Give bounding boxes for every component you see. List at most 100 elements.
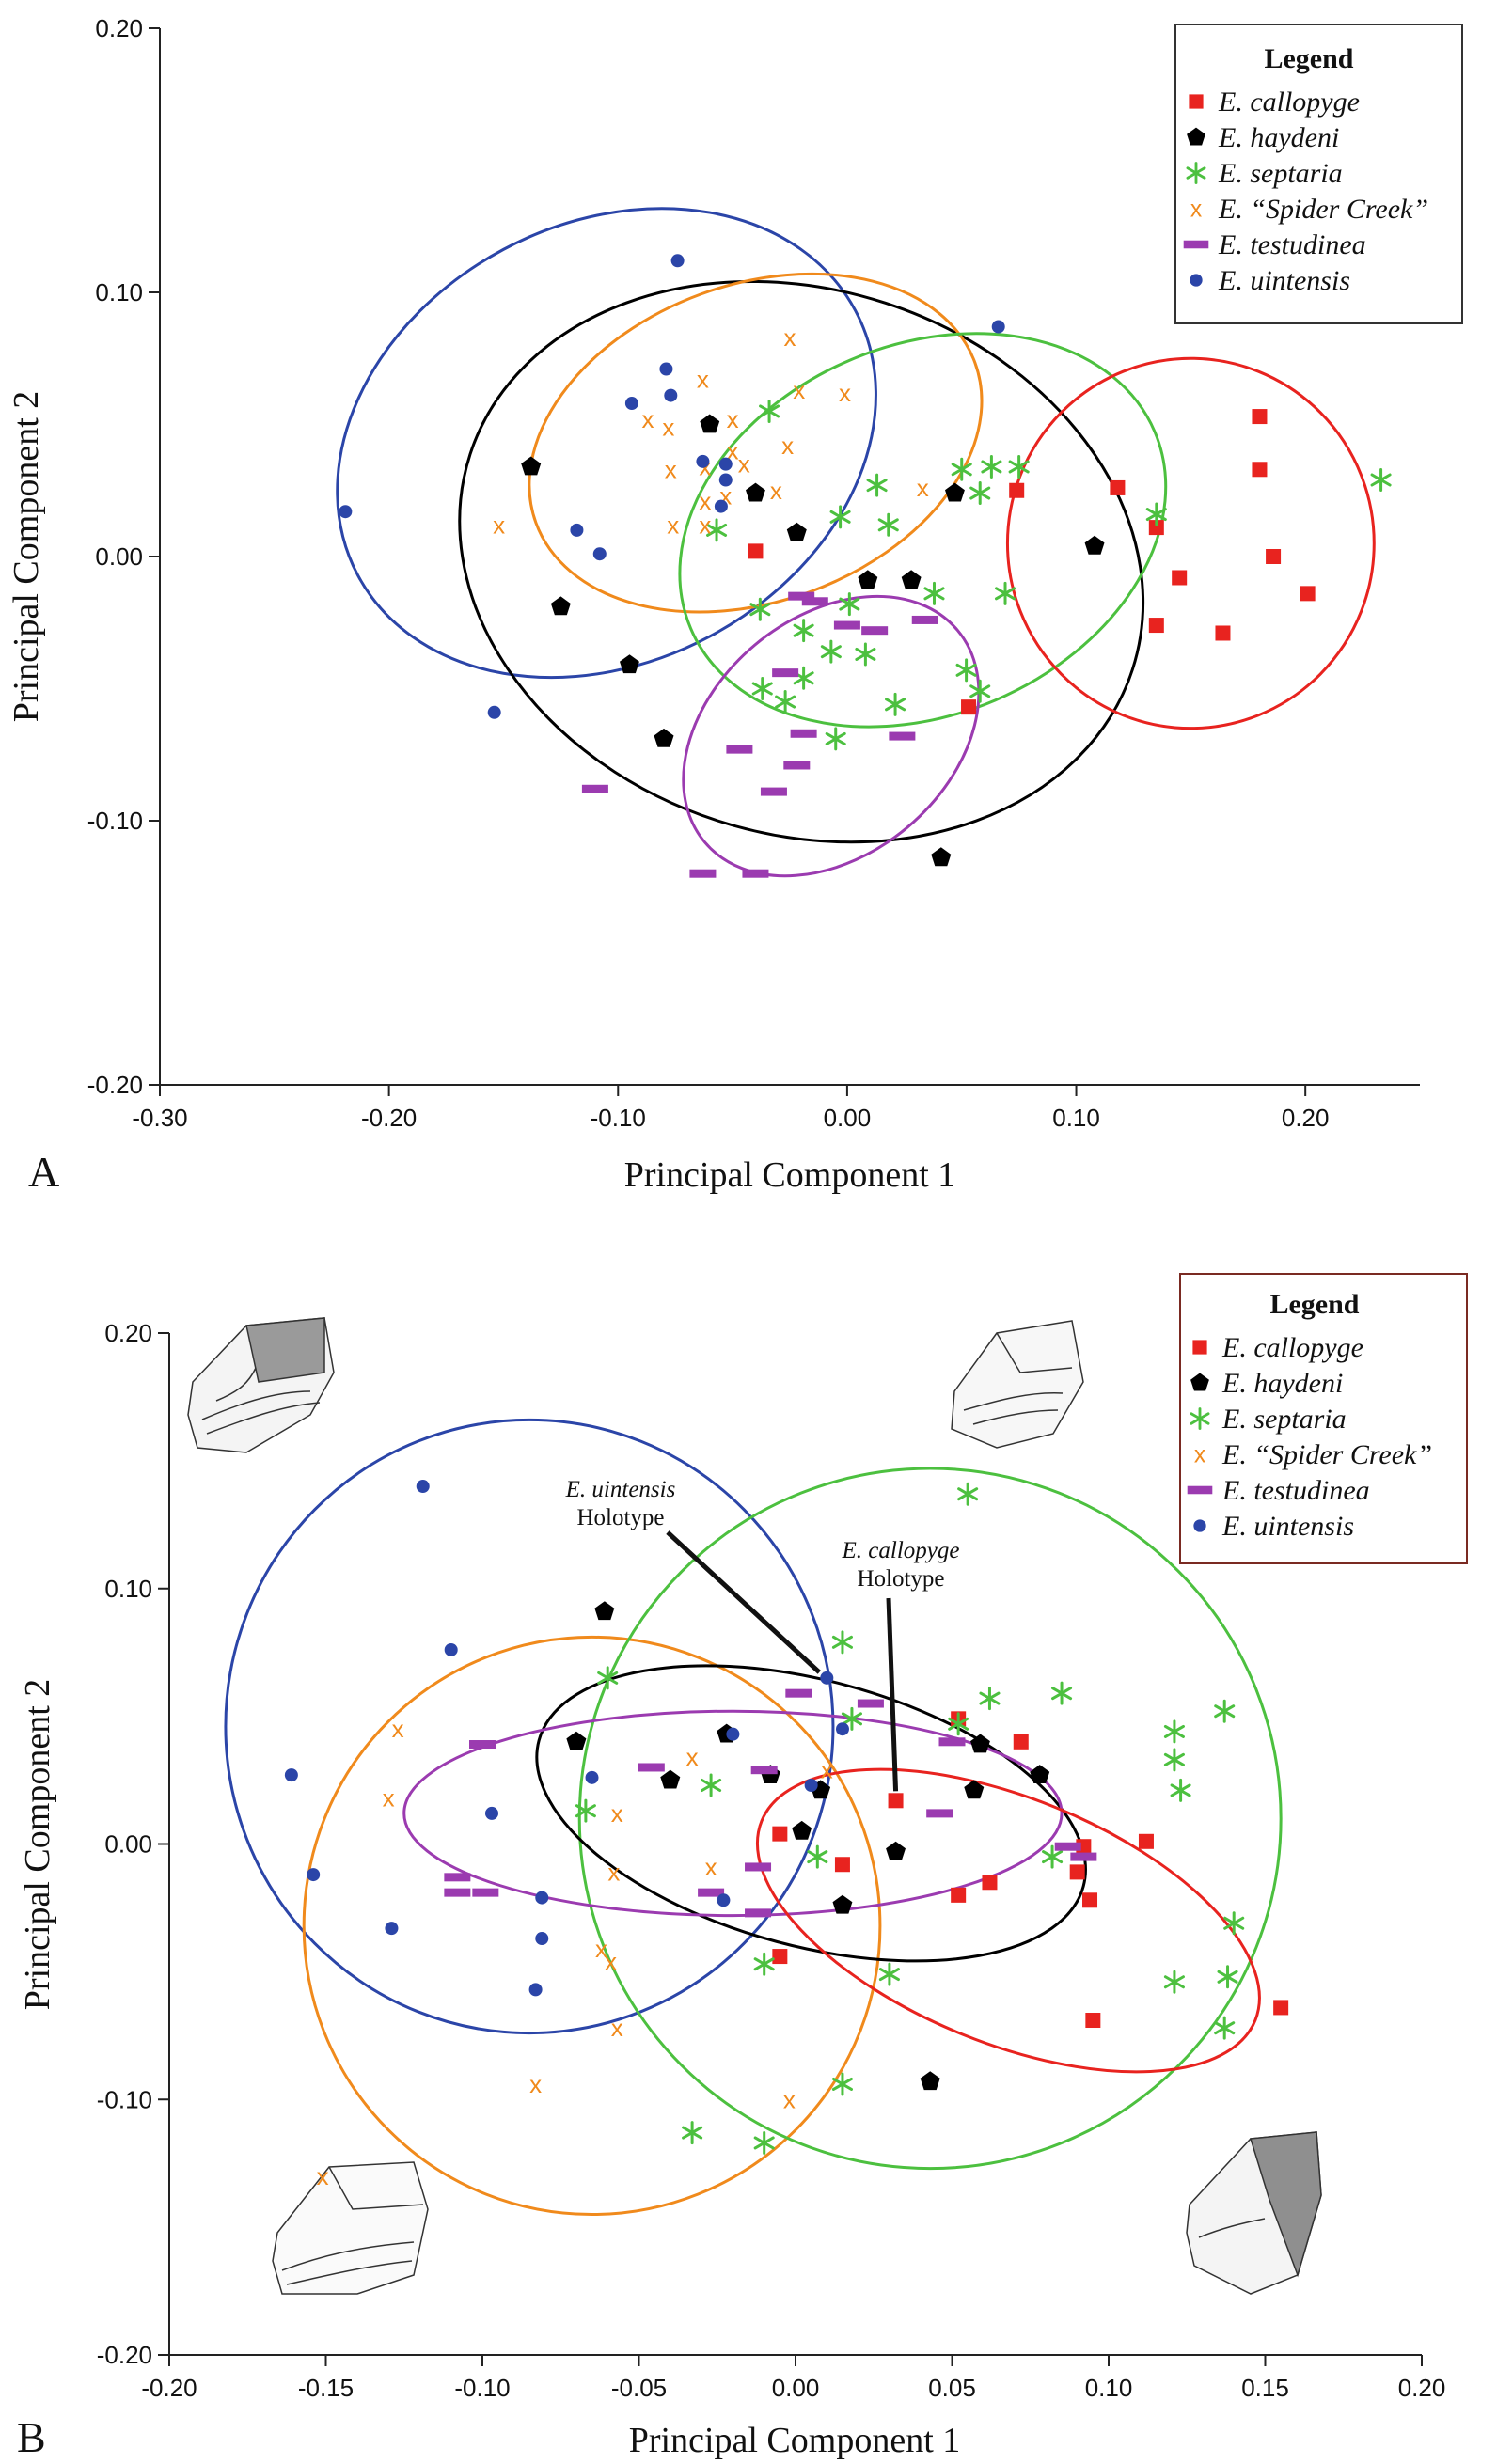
specimen-sketch-bottom-right: [1186, 2131, 1322, 2295]
panel-a-x-label: Principal Component 1: [624, 1155, 956, 1195]
svg-text:x: x: [699, 487, 711, 515]
point-uintensis: [726, 1727, 740, 1741]
point-spider: x: [727, 437, 739, 465]
point-callopyge: [1110, 479, 1126, 495]
point-spider: x: [781, 432, 794, 460]
annotation-uintensis-name: E. uintensis: [565, 1477, 676, 1502]
point-spider: x: [738, 450, 750, 479]
point-testudinea: [790, 729, 817, 738]
point-haydeni: [550, 596, 571, 616]
svg-text:x: x: [770, 477, 782, 505]
point-septaria: [979, 1687, 1001, 1711]
point-testudinea: [938, 1737, 966, 1747]
point-uintensis: [991, 320, 1005, 334]
ellipse-spider: [528, 272, 984, 614]
point-septaria: [841, 1706, 862, 1731]
svg-text:x: x: [784, 323, 796, 352]
legend-label-spider: E. “Spider Creek”: [1221, 1439, 1432, 1470]
point-callopyge: [888, 1793, 904, 1809]
point-testudinea: [689, 869, 717, 878]
point-callopyge: [961, 699, 977, 715]
point-spider: x: [611, 1799, 623, 1828]
point-uintensis: [416, 1480, 430, 1494]
svg-text:x: x: [665, 455, 677, 483]
point-spider: x: [595, 1935, 607, 1963]
point-haydeni: [832, 1894, 853, 1914]
point-septaria: [831, 1630, 853, 1655]
point-uintensis: [804, 1778, 818, 1792]
panel-b-y-tick-label: -0.10: [97, 2085, 152, 2113]
panel-b-x-tick-label: -0.15: [298, 2374, 354, 2402]
ellipse-septaria: [678, 332, 1168, 729]
point-callopyge: [1273, 2000, 1289, 2016]
ellipse-septaria: [577, 1467, 1283, 2171]
legend-label-septaria: E. septaria: [1218, 158, 1343, 189]
panel-b-x-tick-label: 0.10: [1085, 2374, 1133, 2402]
point-septaria: [981, 454, 1002, 479]
point-haydeni: [945, 482, 965, 502]
point-uintensis: [717, 1893, 731, 1907]
legend-marker-testudinea: [1183, 240, 1209, 249]
specimen-sketch-top-left: [187, 1317, 335, 1453]
point-septaria: [775, 690, 796, 714]
ellipse-uintensis: [336, 207, 877, 680]
point-testudinea: [760, 787, 787, 796]
svg-text:x: x: [686, 1743, 699, 1771]
panel-a-label: A: [28, 1148, 59, 1196]
point-septaria: [951, 457, 972, 481]
point-spider: x: [770, 477, 782, 505]
point-septaria: [575, 1798, 596, 1823]
point-septaria: [753, 1952, 775, 1976]
svg-text:x: x: [1190, 197, 1203, 223]
point-uintensis: [670, 254, 685, 268]
point-uintensis: [284, 1768, 298, 1782]
svg-text:x: x: [662, 413, 674, 441]
point-callopyge: [1215, 625, 1231, 641]
legend-label-haydeni: E. haydeni: [1221, 1368, 1343, 1399]
point-haydeni: [920, 2071, 940, 2091]
panel-b-x-tick-label: -0.05: [611, 2374, 667, 2402]
specimen-sketch-top-right: [951, 1320, 1084, 1449]
point-uintensis: [484, 1806, 498, 1820]
point-uintensis: [535, 1891, 549, 1905]
point-uintensis: [835, 1722, 849, 1736]
point-septaria: [885, 692, 906, 716]
point-uintensis: [339, 505, 353, 519]
point-haydeni: [786, 522, 807, 541]
point-septaria: [831, 2072, 853, 2096]
panel-b-legend-title: Legend: [1269, 1289, 1359, 1320]
ellipse-testudinea: [682, 594, 981, 878]
point-spider: x: [705, 1853, 717, 1881]
point-septaria: [1370, 468, 1392, 493]
point-septaria: [793, 619, 814, 643]
point-uintensis: [624, 397, 638, 411]
panel-b-x-tick-label: -0.20: [141, 2374, 197, 2402]
annotation-callopyge-leader: [886, 1597, 899, 1792]
point-testudinea: [698, 1888, 725, 1897]
point-callopyge: [1266, 549, 1282, 564]
legend-marker-uintensis: [1190, 274, 1203, 287]
legend-label-callopyge: E. callopyge: [1218, 86, 1360, 118]
point-haydeni: [521, 456, 542, 476]
point-callopyge: [1069, 1864, 1085, 1880]
point-septaria: [759, 399, 780, 423]
panel-b-y-tick-label: 0.20: [104, 1319, 152, 1347]
point-spider: x: [839, 379, 851, 407]
point-septaria: [820, 639, 842, 664]
point-spider: x: [686, 1743, 699, 1771]
panel-b-legend-box: [1179, 1273, 1468, 1564]
point-septaria: [1042, 1844, 1064, 1869]
panel-b-ellipses: [224, 1418, 1283, 2217]
point-callopyge: [748, 543, 764, 559]
point-septaria: [1223, 1911, 1245, 1936]
point-testudinea: [742, 869, 769, 878]
point-septaria: [1008, 454, 1030, 479]
point-callopyge: [1252, 462, 1268, 478]
annotation-uintensis-leader: [666, 1530, 821, 1674]
panel-b-x-tick-label: 0.05: [928, 2374, 976, 2402]
point-haydeni: [901, 570, 922, 589]
ellipse-spider: [302, 1635, 882, 2217]
point-spider: x: [662, 413, 674, 441]
panel-a-x-tick-label: 0.20: [1282, 1104, 1330, 1132]
legend-label-uintensis: E. uintensis: [1221, 1511, 1354, 1542]
